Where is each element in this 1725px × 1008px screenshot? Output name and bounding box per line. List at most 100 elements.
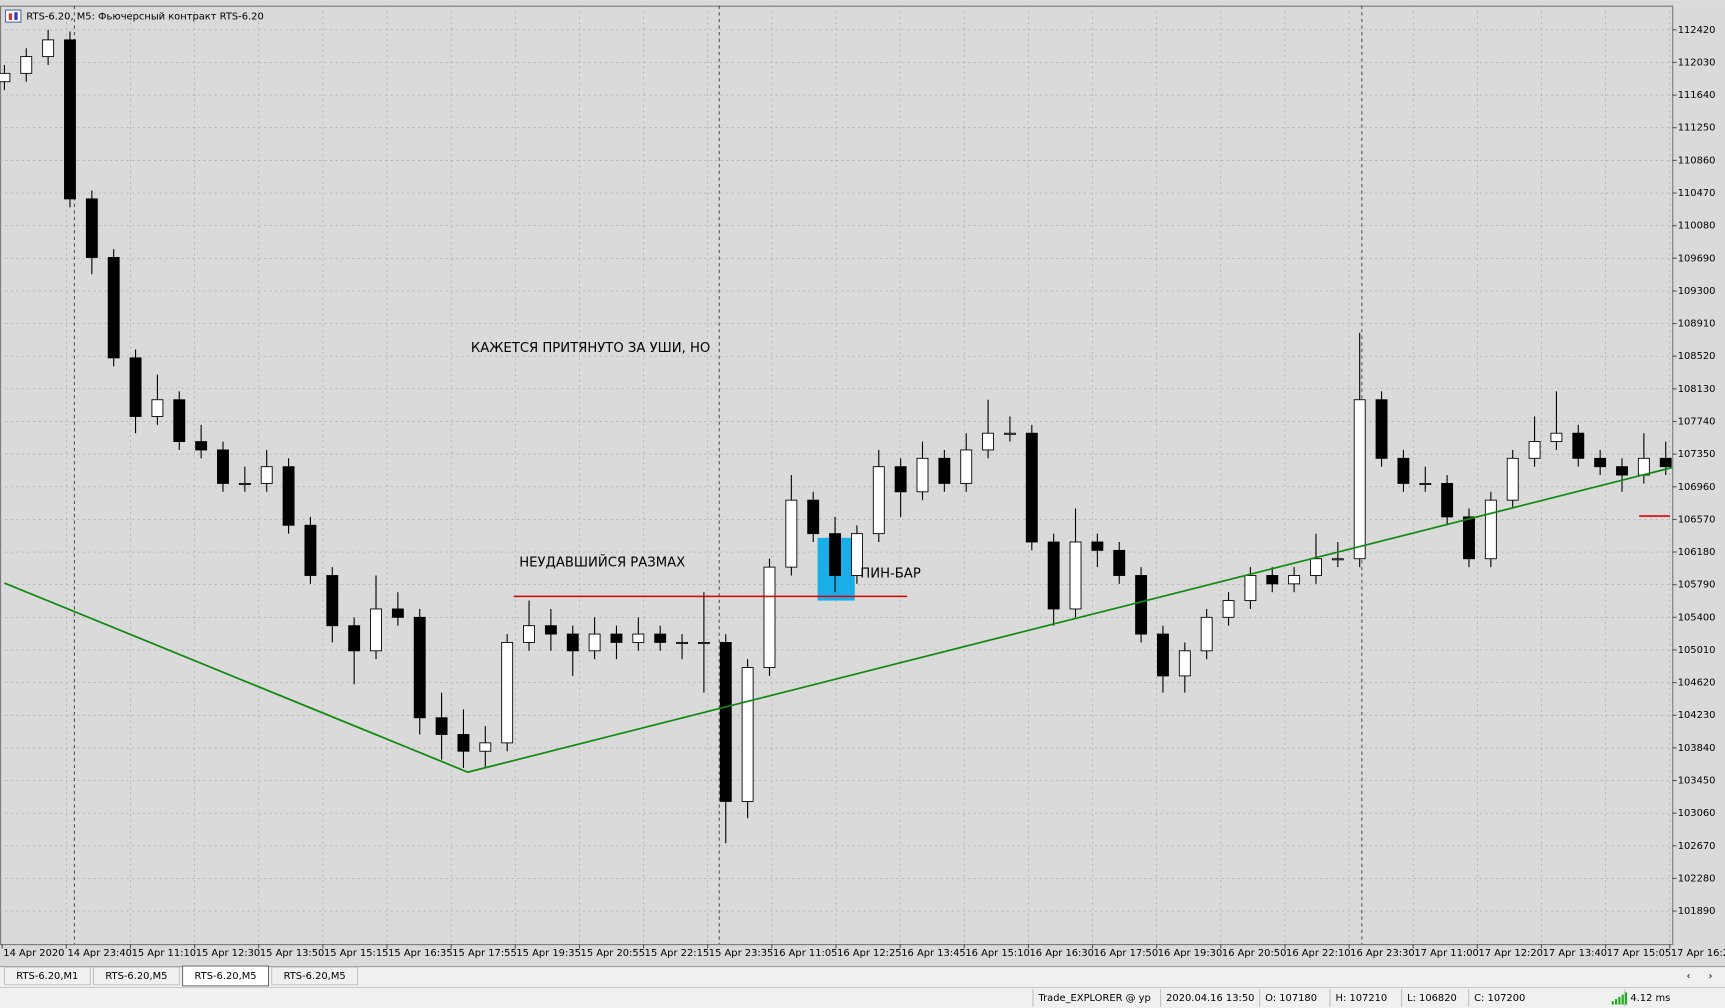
candle-body	[1528, 441, 1541, 459]
tab[interactable]: RTS-6.20,M1	[3, 966, 91, 986]
candle-body	[304, 524, 317, 576]
candle-body	[588, 633, 601, 652]
annotation: НЕУДАВШИЙСЯ РАЗМАХ	[519, 552, 685, 570]
tab-shape	[182, 965, 269, 987]
status-field: L: 106820	[1407, 993, 1457, 1004]
candle-body	[829, 533, 842, 576]
x-tick-label: 15 Apr 23:35	[709, 948, 774, 959]
y-tick-label: 106180	[1678, 547, 1716, 558]
candle-body	[1637, 457, 1650, 476]
y-tick-label: 106570	[1678, 514, 1716, 525]
candle-body	[370, 608, 382, 652]
candle-body	[1069, 541, 1082, 610]
y-tick-label: 111250	[1678, 123, 1716, 134]
candle-body	[850, 533, 863, 576]
x-tick-label: 14 Apr 2020	[3, 948, 64, 959]
x-tick-label: 15 Apr 17:55	[452, 948, 517, 959]
y-tick-label: 104230	[1678, 710, 1716, 721]
candle-body	[610, 633, 623, 643]
tab[interactable]: RTS-6.20,M5	[271, 966, 358, 986]
candle-body	[1222, 600, 1235, 618]
plot-frame	[0, 5, 1674, 946]
x-tick-label: 17 Apr 16:25	[1671, 948, 1725, 959]
candle-body	[1178, 650, 1191, 677]
candle-body	[1025, 432, 1038, 543]
candle-body	[872, 466, 885, 535]
y-tick-label: 110860	[1678, 155, 1716, 166]
candle-body	[1375, 399, 1388, 459]
tab[interactable]: RTS-6.20,M5	[182, 965, 269, 987]
candle-body	[326, 575, 339, 627]
y-tick-label: 112420	[1678, 25, 1716, 36]
y-tick-label: 108520	[1678, 351, 1716, 362]
candle-body	[0, 72, 11, 83]
candle-body	[64, 39, 76, 200]
candle-body	[173, 399, 186, 443]
candle-body	[938, 457, 951, 484]
x-tick-label: 16 Apr 20:50	[1222, 948, 1287, 959]
candle-body	[260, 466, 273, 484]
candle-body	[238, 482, 251, 485]
status-field: O: 107180	[1265, 993, 1317, 1004]
candle-body	[1506, 457, 1519, 501]
y-tick-label: 103840	[1678, 743, 1716, 754]
tab-label: RTS-6.20,M5	[195, 971, 257, 982]
trend-line	[4, 466, 1673, 774]
y-tick-label: 110470	[1678, 188, 1716, 199]
candle-body	[676, 641, 688, 644]
y-tick-label: 106960	[1678, 482, 1716, 493]
x-tick-label: 16 Apr 16:30	[1029, 948, 1094, 959]
x-tick-label: 17 Apr 13:40	[1543, 948, 1608, 959]
y-tick-label: 105400	[1678, 612, 1716, 623]
candle-body	[1135, 575, 1148, 635]
x-tick-label: 17 Apr 12:20	[1478, 948, 1543, 959]
x-tick-label: 15 Apr 16:35	[388, 948, 453, 959]
status-field: C: 107200	[1474, 993, 1525, 1004]
candle-body	[1113, 549, 1126, 576]
status-bar	[0, 986, 1725, 1008]
candle-body	[1550, 432, 1563, 443]
y-tick-label: 108910	[1678, 319, 1716, 330]
chart-icon-part	[14, 12, 18, 20]
candle-body	[719, 641, 732, 802]
x-tick-label: 16 Apr 15:10	[965, 948, 1030, 959]
tab-shape	[93, 966, 180, 986]
y-tick-label: 109690	[1678, 253, 1716, 264]
tab[interactable]: RTS-6.20,M5	[93, 966, 180, 986]
x-tick-label: 16 Apr 12:25	[837, 948, 902, 959]
chart-title: RTS-6.20, M5: Фьючерсный контракт RTS-6.…	[26, 12, 263, 23]
candle-body	[566, 633, 579, 652]
marks	[0, 29, 1673, 844]
candle-body	[763, 566, 776, 668]
candle-body	[1616, 466, 1628, 476]
y-tick-label: 110080	[1678, 221, 1716, 232]
candle-body	[1463, 516, 1475, 560]
grid: 112420 112030 111640 111250 110860 110470 1100…	[0, 5, 1725, 959]
candle-body	[457, 734, 470, 752]
candle-body	[632, 633, 645, 643]
status-field: 2020.04.16 13:50	[1166, 993, 1254, 1004]
x-tick-label: 16 Apr 11:05	[773, 948, 838, 959]
status-field: 4.12 ms	[1630, 993, 1670, 1004]
tab-bar	[0, 966, 1725, 987]
candle-body	[1353, 399, 1366, 560]
y-tick-label: 101890	[1678, 906, 1716, 917]
candle-body	[916, 457, 929, 493]
candle-body	[807, 499, 820, 535]
candle-body	[960, 449, 973, 484]
candle-body	[413, 616, 426, 719]
candle-body	[1659, 457, 1672, 468]
candle-body	[982, 432, 995, 451]
candle-body	[1331, 558, 1344, 561]
candle-body	[1288, 575, 1301, 585]
scroll-left[interactable]: ‹	[1686, 971, 1690, 982]
scroll-right[interactable]: ›	[1708, 971, 1712, 982]
tab-shape	[3, 966, 91, 986]
y-tick-label: 111640	[1678, 90, 1716, 101]
y-tick-label: 112030	[1678, 57, 1716, 68]
candle-body	[523, 625, 535, 643]
x-tick-label: 16 Apr 19:30	[1158, 948, 1222, 959]
x-tick-label: 17 Apr 15:05	[1607, 948, 1671, 959]
x-tick-label: 15 Apr 13:50	[260, 948, 325, 959]
